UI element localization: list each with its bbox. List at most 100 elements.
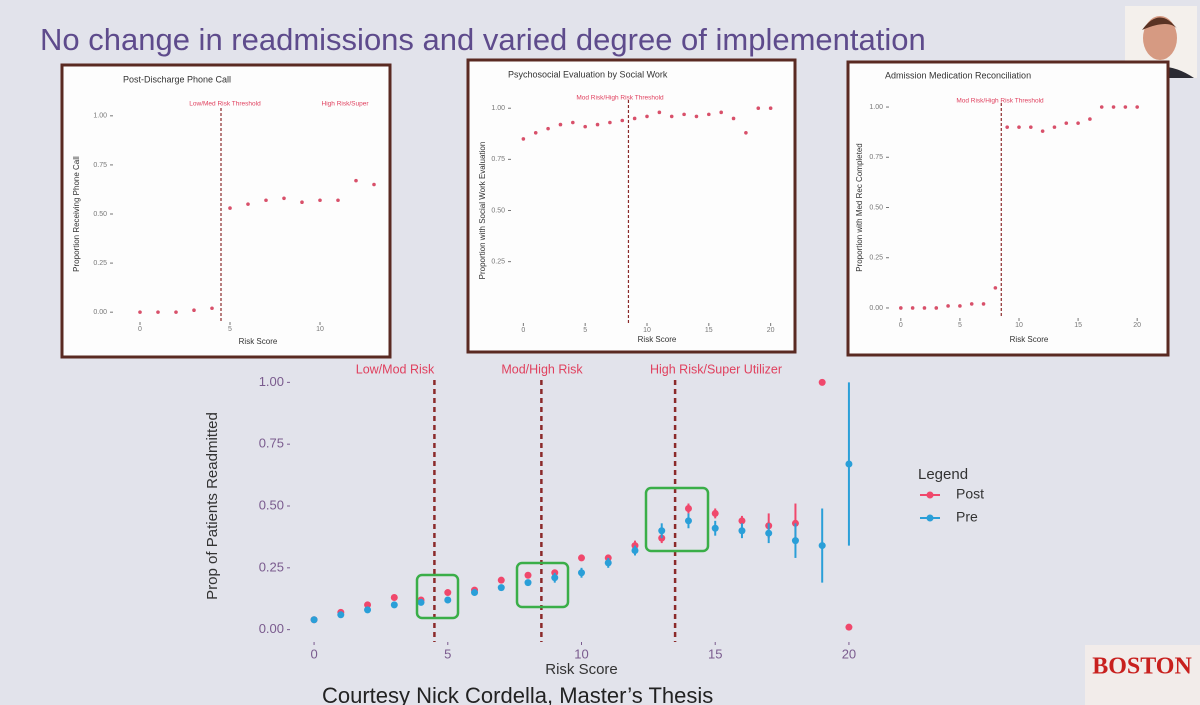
point [246, 202, 250, 206]
legend-label: Pre [956, 509, 978, 525]
point [595, 122, 600, 127]
chart-frame [60, 63, 392, 359]
chart: Post-Discharge Phone Call 0 5 10 0.00 0.25 0.5… [60, 63, 392, 359]
point [533, 130, 538, 135]
point [583, 124, 587, 129]
point [1123, 105, 1128, 109]
point [604, 559, 612, 567]
point [1099, 105, 1104, 109]
y-tick-label: 0.00 [869, 305, 883, 312]
point [1017, 125, 1021, 129]
point [318, 198, 322, 203]
point [578, 569, 585, 577]
x-tick-label: 20 [1133, 322, 1141, 329]
x-axis-label: Risk Score [545, 661, 618, 678]
y-axis-label: Proportion Receiving Phone Call [72, 156, 81, 272]
x-axis-label: Risk Score [239, 337, 278, 346]
x-tick-label: 5 [228, 326, 232, 333]
point [682, 112, 686, 117]
highlight-box [415, 573, 460, 620]
point [571, 120, 575, 125]
x-tick-label: 0 [521, 327, 525, 334]
highlight-box [515, 561, 570, 609]
point [372, 182, 376, 187]
threshold-label: Mod/High Risk [501, 362, 583, 376]
y-tick-label: 0.25 [491, 258, 505, 265]
point [719, 110, 723, 115]
x-tick-label: 20 [767, 327, 775, 334]
point [192, 308, 196, 313]
point [711, 524, 719, 532]
point [922, 306, 927, 310]
point [711, 509, 719, 517]
portrait-face [1143, 16, 1177, 60]
point [669, 114, 674, 119]
chart: Admission Medication Reconciliation 0 5 10 1… [846, 60, 1170, 357]
point [578, 554, 585, 562]
point [1005, 125, 1009, 129]
x-tick-label: 0 [138, 326, 142, 333]
point [645, 114, 649, 119]
y-tick-label: 1.00 [259, 374, 284, 389]
point [765, 529, 773, 537]
point [684, 517, 692, 525]
y-tick-label: 1.00 [93, 113, 107, 120]
point [210, 306, 214, 311]
chart-title: Post-Discharge Phone Call [123, 74, 231, 84]
charts: 0 5 10 15 20 0.00 0.25 0.50 0.75 1.00 Risk Score Pr… [60, 58, 1170, 678]
point [471, 589, 479, 597]
point [845, 623, 853, 631]
point [336, 198, 340, 203]
point [524, 579, 532, 587]
point [1111, 105, 1116, 109]
threshold-label: Low/Med Risk Threshold [189, 101, 261, 108]
point [174, 310, 178, 314]
point [558, 122, 563, 127]
y-tick-label: 0.75 [869, 154, 883, 161]
x-axis-label: Risk Score [638, 335, 677, 344]
footer: Courtesy Nick Cordella, Master’s Thesis [322, 683, 713, 705]
point [899, 306, 903, 310]
point [444, 589, 452, 597]
chart-title: Psychosocial Evaluation by Social Work [508, 69, 668, 79]
point [1029, 125, 1033, 129]
point [1135, 105, 1139, 109]
y-tick-label: 1.00 [491, 105, 505, 112]
point [1088, 117, 1092, 121]
chart-frame [466, 58, 797, 354]
logo-box [1085, 645, 1200, 705]
point [608, 120, 612, 125]
chart-title: Admission Medication Reconciliation [885, 70, 1031, 80]
point [228, 206, 232, 210]
point [694, 114, 699, 119]
point [791, 537, 799, 545]
point [551, 574, 559, 582]
highlight-box [644, 486, 710, 553]
chart-frame [846, 60, 1170, 357]
point [390, 593, 398, 601]
point [632, 116, 637, 121]
y-axis-label: Proportion with Med Rec Completed [855, 143, 864, 272]
x-tick-label: 10 [1015, 322, 1023, 329]
threshold-label: Mod Risk/High Risk Threshold [956, 98, 1044, 105]
y-tick-label: 0.75 [93, 162, 107, 169]
point [444, 596, 452, 604]
legend-swatch [926, 491, 934, 499]
point [756, 106, 761, 111]
point [993, 286, 998, 290]
point [657, 110, 662, 115]
point [1040, 129, 1045, 133]
y-tick-label: 0.50 [259, 497, 284, 512]
point [658, 527, 666, 535]
x-tick-label: 15 [708, 646, 722, 661]
legend-title: Legend [918, 466, 968, 483]
x-tick-label: 0 [899, 322, 903, 329]
point [818, 378, 826, 386]
x-tick-label: 5 [583, 327, 587, 334]
point [1064, 121, 1069, 125]
chart: Psychosocial Evaluation by Social Work 0 5… [466, 58, 797, 354]
legend-swatch [926, 514, 934, 522]
point [845, 460, 853, 468]
x-axis-label: Risk Score [1010, 335, 1049, 344]
